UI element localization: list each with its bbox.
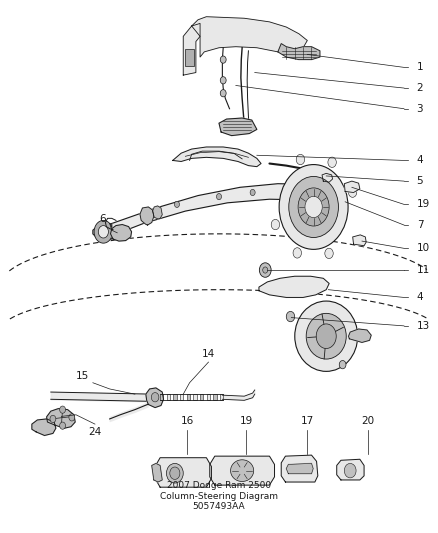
Polygon shape [183,23,200,75]
Text: 17: 17 [300,416,314,426]
Text: 4: 4 [417,156,423,165]
Polygon shape [337,459,364,480]
Circle shape [259,263,271,277]
Circle shape [316,324,336,349]
Circle shape [279,165,348,249]
Text: 10: 10 [417,244,430,253]
Polygon shape [259,276,329,297]
Polygon shape [46,409,75,428]
Polygon shape [173,394,177,400]
Text: 2007 Dodge Ram 2500
Column-Steering Diagram
5057493AA: 2007 Dodge Ram 2500 Column-Steering Diag… [160,481,278,511]
Circle shape [339,360,346,369]
Polygon shape [167,394,170,400]
Polygon shape [152,463,162,482]
Circle shape [220,77,226,84]
Circle shape [305,196,322,217]
Circle shape [60,406,66,413]
Polygon shape [187,394,190,400]
Polygon shape [140,207,154,225]
Polygon shape [207,394,210,400]
Text: 4: 4 [417,293,423,302]
Circle shape [170,467,180,479]
Circle shape [60,422,66,429]
Text: 11: 11 [417,265,430,275]
Circle shape [271,220,279,230]
Ellipse shape [295,301,358,372]
Text: 16: 16 [181,416,194,426]
Text: 19: 19 [417,199,430,209]
Polygon shape [210,456,275,485]
Text: 24: 24 [88,427,102,437]
Circle shape [216,193,222,200]
Circle shape [220,56,226,63]
Polygon shape [155,458,212,487]
Text: 2: 2 [417,83,423,93]
Circle shape [289,176,339,238]
Polygon shape [110,224,131,241]
Circle shape [151,393,159,402]
Polygon shape [103,184,303,239]
Polygon shape [353,235,366,246]
Text: 3: 3 [417,104,423,114]
Text: 14: 14 [202,350,215,359]
Ellipse shape [166,463,183,483]
Text: 1: 1 [417,62,423,72]
Circle shape [293,248,301,258]
Polygon shape [223,390,255,400]
Polygon shape [200,394,203,400]
Polygon shape [349,329,371,342]
Polygon shape [344,181,360,192]
Text: 6: 6 [99,214,106,223]
Text: 20: 20 [362,416,375,426]
Polygon shape [322,173,332,182]
Circle shape [328,157,336,167]
Circle shape [298,188,329,226]
Polygon shape [160,394,163,400]
Text: 19: 19 [240,416,253,426]
Text: 5: 5 [417,176,423,186]
Circle shape [69,414,75,421]
Circle shape [344,463,356,478]
Circle shape [94,221,113,243]
Polygon shape [173,147,261,167]
Polygon shape [219,118,257,135]
Circle shape [220,90,226,97]
Polygon shape [180,394,184,400]
Polygon shape [213,394,216,400]
Polygon shape [93,223,112,239]
Circle shape [286,311,295,322]
Circle shape [174,201,180,207]
Polygon shape [278,44,320,60]
Bar [185,49,194,66]
Circle shape [296,155,304,165]
Polygon shape [193,394,197,400]
Polygon shape [152,206,162,219]
Circle shape [98,225,109,238]
Text: 13: 13 [417,321,430,331]
Polygon shape [192,17,307,57]
Polygon shape [146,388,163,408]
Polygon shape [220,394,223,400]
Circle shape [250,189,255,196]
Ellipse shape [306,313,346,359]
Ellipse shape [230,460,254,481]
Text: 7: 7 [417,220,423,230]
Polygon shape [286,463,313,474]
Circle shape [325,248,333,259]
Circle shape [263,267,268,273]
Circle shape [50,415,56,423]
Circle shape [348,187,357,197]
Polygon shape [32,419,56,435]
Text: 15: 15 [76,370,89,381]
Polygon shape [281,455,318,482]
